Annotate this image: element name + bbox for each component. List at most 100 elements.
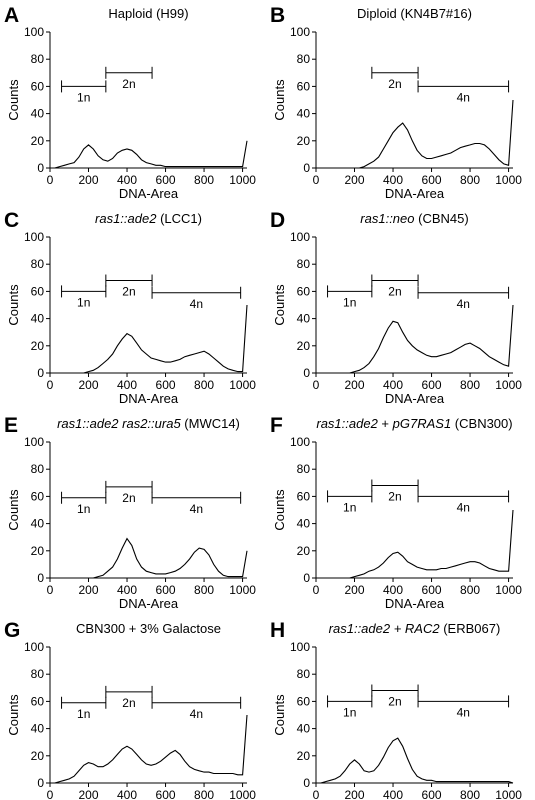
y-tick-label: 80	[31, 462, 45, 476]
gate-bracket	[371, 479, 419, 492]
y-tick-label: 0	[303, 776, 310, 790]
y-tick-label: 100	[24, 435, 44, 449]
gate-bracket	[105, 685, 153, 698]
title-part: pG7RAS1	[392, 416, 452, 431]
x-tick-label: 200	[78, 173, 98, 187]
y-tick-label: 0	[37, 571, 44, 585]
y-tick-label: 100	[24, 640, 44, 654]
x-tick-label: 200	[78, 583, 98, 597]
gate-bracket	[371, 684, 419, 697]
y-tick-label: 80	[31, 257, 45, 271]
gate-label: 2n	[122, 285, 135, 299]
y-tick-label: 0	[37, 366, 44, 380]
x-tick-label: 1000	[229, 173, 256, 187]
x-tick-label: 400	[383, 378, 403, 392]
gate-bracket	[105, 66, 153, 79]
panel-title: Diploid (KN4B7#16)	[357, 6, 472, 21]
panel-title: Haploid (H99)	[108, 6, 188, 21]
histogram-line	[316, 304, 514, 374]
x-tick-label: 1000	[229, 788, 256, 800]
y-tick-label: 20	[31, 339, 45, 353]
histogram-line	[50, 714, 248, 784]
y-tick-label: 0	[303, 571, 310, 585]
x-tick-label: 200	[344, 378, 364, 392]
y-tick-label: 80	[297, 462, 311, 476]
x-tick-label: 200	[78, 378, 98, 392]
panel-letter: F	[270, 414, 283, 437]
y-tick-label: 80	[297, 52, 311, 66]
x-tick-label: 0	[47, 788, 54, 800]
x-tick-label: 400	[383, 583, 403, 597]
gate-label: 4n	[457, 705, 470, 719]
gate-label: 1n	[77, 90, 90, 104]
x-axis-label: DNA-Area	[119, 596, 179, 611]
y-tick-label: 60	[31, 79, 45, 93]
y-tick-label: 40	[297, 517, 311, 531]
gate-bracket	[371, 66, 419, 79]
gate-bracket	[417, 490, 510, 503]
gate-bracket	[105, 274, 153, 287]
y-tick-label: 80	[297, 667, 311, 681]
x-tick-label: 600	[156, 788, 176, 800]
panel-letter: B	[270, 4, 285, 27]
panel-letter: E	[4, 414, 18, 437]
y-tick-label: 20	[297, 339, 311, 353]
y-tick-label: 0	[303, 366, 310, 380]
gate-label: 4n	[190, 502, 203, 516]
panel-letter: G	[4, 619, 20, 642]
y-tick-label: 100	[290, 25, 310, 39]
panel-letter: H	[270, 619, 285, 642]
gate-bracket	[327, 490, 373, 503]
gate-bracket	[151, 491, 242, 504]
y-tick-label: 0	[37, 161, 44, 175]
x-tick-label: 600	[422, 788, 442, 800]
histogram-line	[50, 304, 248, 374]
title-part: (CBN300)	[451, 416, 512, 431]
gate-label: 2n	[122, 77, 135, 91]
y-tick-label: 100	[24, 25, 44, 39]
gate-label: 2n	[388, 77, 401, 91]
gate-label: 1n	[343, 500, 356, 514]
y-tick-label: 20	[31, 134, 45, 148]
y-tick-label: 100	[290, 230, 310, 244]
gate-label: 4n	[190, 297, 203, 311]
gate-label: 1n	[343, 295, 356, 309]
title-part: ras1::ade2 + RAC2	[329, 621, 441, 636]
x-tick-label: 0	[47, 583, 54, 597]
histogram-line	[50, 140, 248, 169]
y-tick-label: 0	[303, 161, 310, 175]
title-part: Haploid (H99)	[108, 6, 188, 21]
y-tick-label: 80	[31, 667, 45, 681]
x-tick-label: 400	[117, 788, 137, 800]
y-tick-label: 40	[31, 107, 45, 121]
y-axis-label: Counts	[6, 284, 21, 326]
x-axis-label: DNA-Area	[385, 186, 445, 201]
y-tick-label: 100	[290, 435, 310, 449]
gate-label: 2n	[388, 695, 401, 709]
y-tick-label: 40	[297, 312, 311, 326]
y-axis-label: Counts	[272, 79, 287, 121]
y-tick-label: 100	[290, 640, 310, 654]
y-tick-label: 0	[37, 776, 44, 790]
x-tick-label: 0	[313, 583, 320, 597]
x-axis-label: DNA-Area	[385, 391, 445, 406]
x-tick-label: 400	[383, 173, 403, 187]
gate-label: 4n	[457, 90, 470, 104]
x-tick-label: 400	[117, 378, 137, 392]
y-tick-label: 60	[31, 489, 45, 503]
y-tick-label: 80	[31, 52, 45, 66]
x-tick-label: 600	[156, 583, 176, 597]
x-tick-label: 0	[313, 788, 320, 800]
gate-label: 1n	[343, 705, 356, 719]
title-part: +	[378, 416, 393, 431]
x-tick-label: 1000	[229, 583, 256, 597]
gate-bracket	[417, 286, 510, 299]
x-axis-label: DNA-Area	[119, 186, 179, 201]
gate-label: 2n	[388, 490, 401, 504]
x-tick-label: 600	[156, 378, 176, 392]
x-tick-label: 1000	[495, 788, 522, 800]
title-part: ras1::ade2 ras2::ura5	[57, 416, 181, 431]
y-tick-label: 40	[297, 107, 311, 121]
gate-bracket	[105, 480, 153, 493]
x-tick-label: 0	[313, 378, 320, 392]
